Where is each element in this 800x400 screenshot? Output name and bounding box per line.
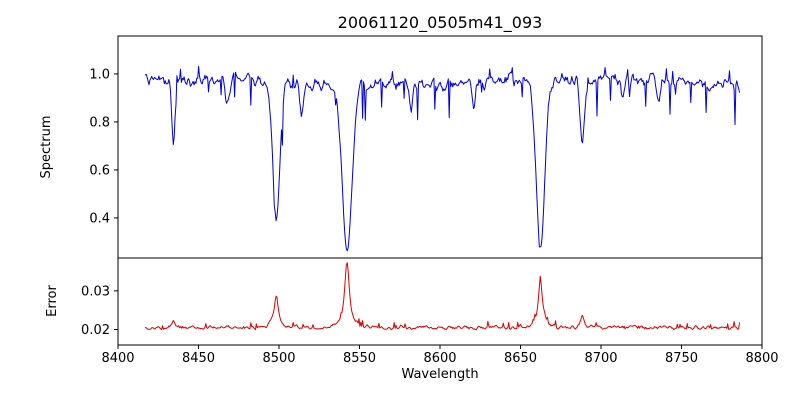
error-y-tick-group: 0.02 0.03	[81, 284, 118, 338]
spectrum-axes-box	[117, 35, 763, 259]
x-tick-label: 8800	[745, 351, 778, 366]
x-tick-label: 8500	[262, 351, 295, 366]
spectrum-line	[144, 65, 740, 252]
chart-title: 20061120_0505m41_093	[338, 13, 543, 33]
y-tick-label: 0.02	[81, 323, 110, 338]
x-tick-label: 8450	[182, 351, 215, 366]
spectrum-y-tick-group: 0.4 0.6 0.8 1.0	[89, 67, 118, 226]
x-tick-label: 8550	[343, 351, 376, 366]
y-tick-label: 1.0	[89, 67, 110, 82]
x-tick-group: 8400 8450 8500 8550 8600 8650 8700 8750 8800	[101, 345, 779, 366]
y-tick-label: 0.03	[81, 284, 110, 299]
x-tick-label: 8600	[423, 351, 456, 366]
error-y-axis-label: Error	[45, 285, 60, 317]
x-tick-label: 8700	[584, 351, 617, 366]
y-tick-label: 0.6	[89, 163, 110, 178]
spectrum-y-axis-label: Spectrum	[39, 116, 54, 179]
x-tick-label: 8400	[101, 351, 134, 366]
error-line	[144, 262, 740, 331]
x-tick-label: 8650	[504, 351, 537, 366]
x-tick-label: 8750	[665, 351, 698, 366]
x-axis-label: Wavelength	[401, 367, 478, 382]
y-tick-label: 0.4	[89, 211, 110, 226]
error-axes-box	[117, 257, 763, 346]
y-tick-label: 0.8	[89, 115, 110, 130]
